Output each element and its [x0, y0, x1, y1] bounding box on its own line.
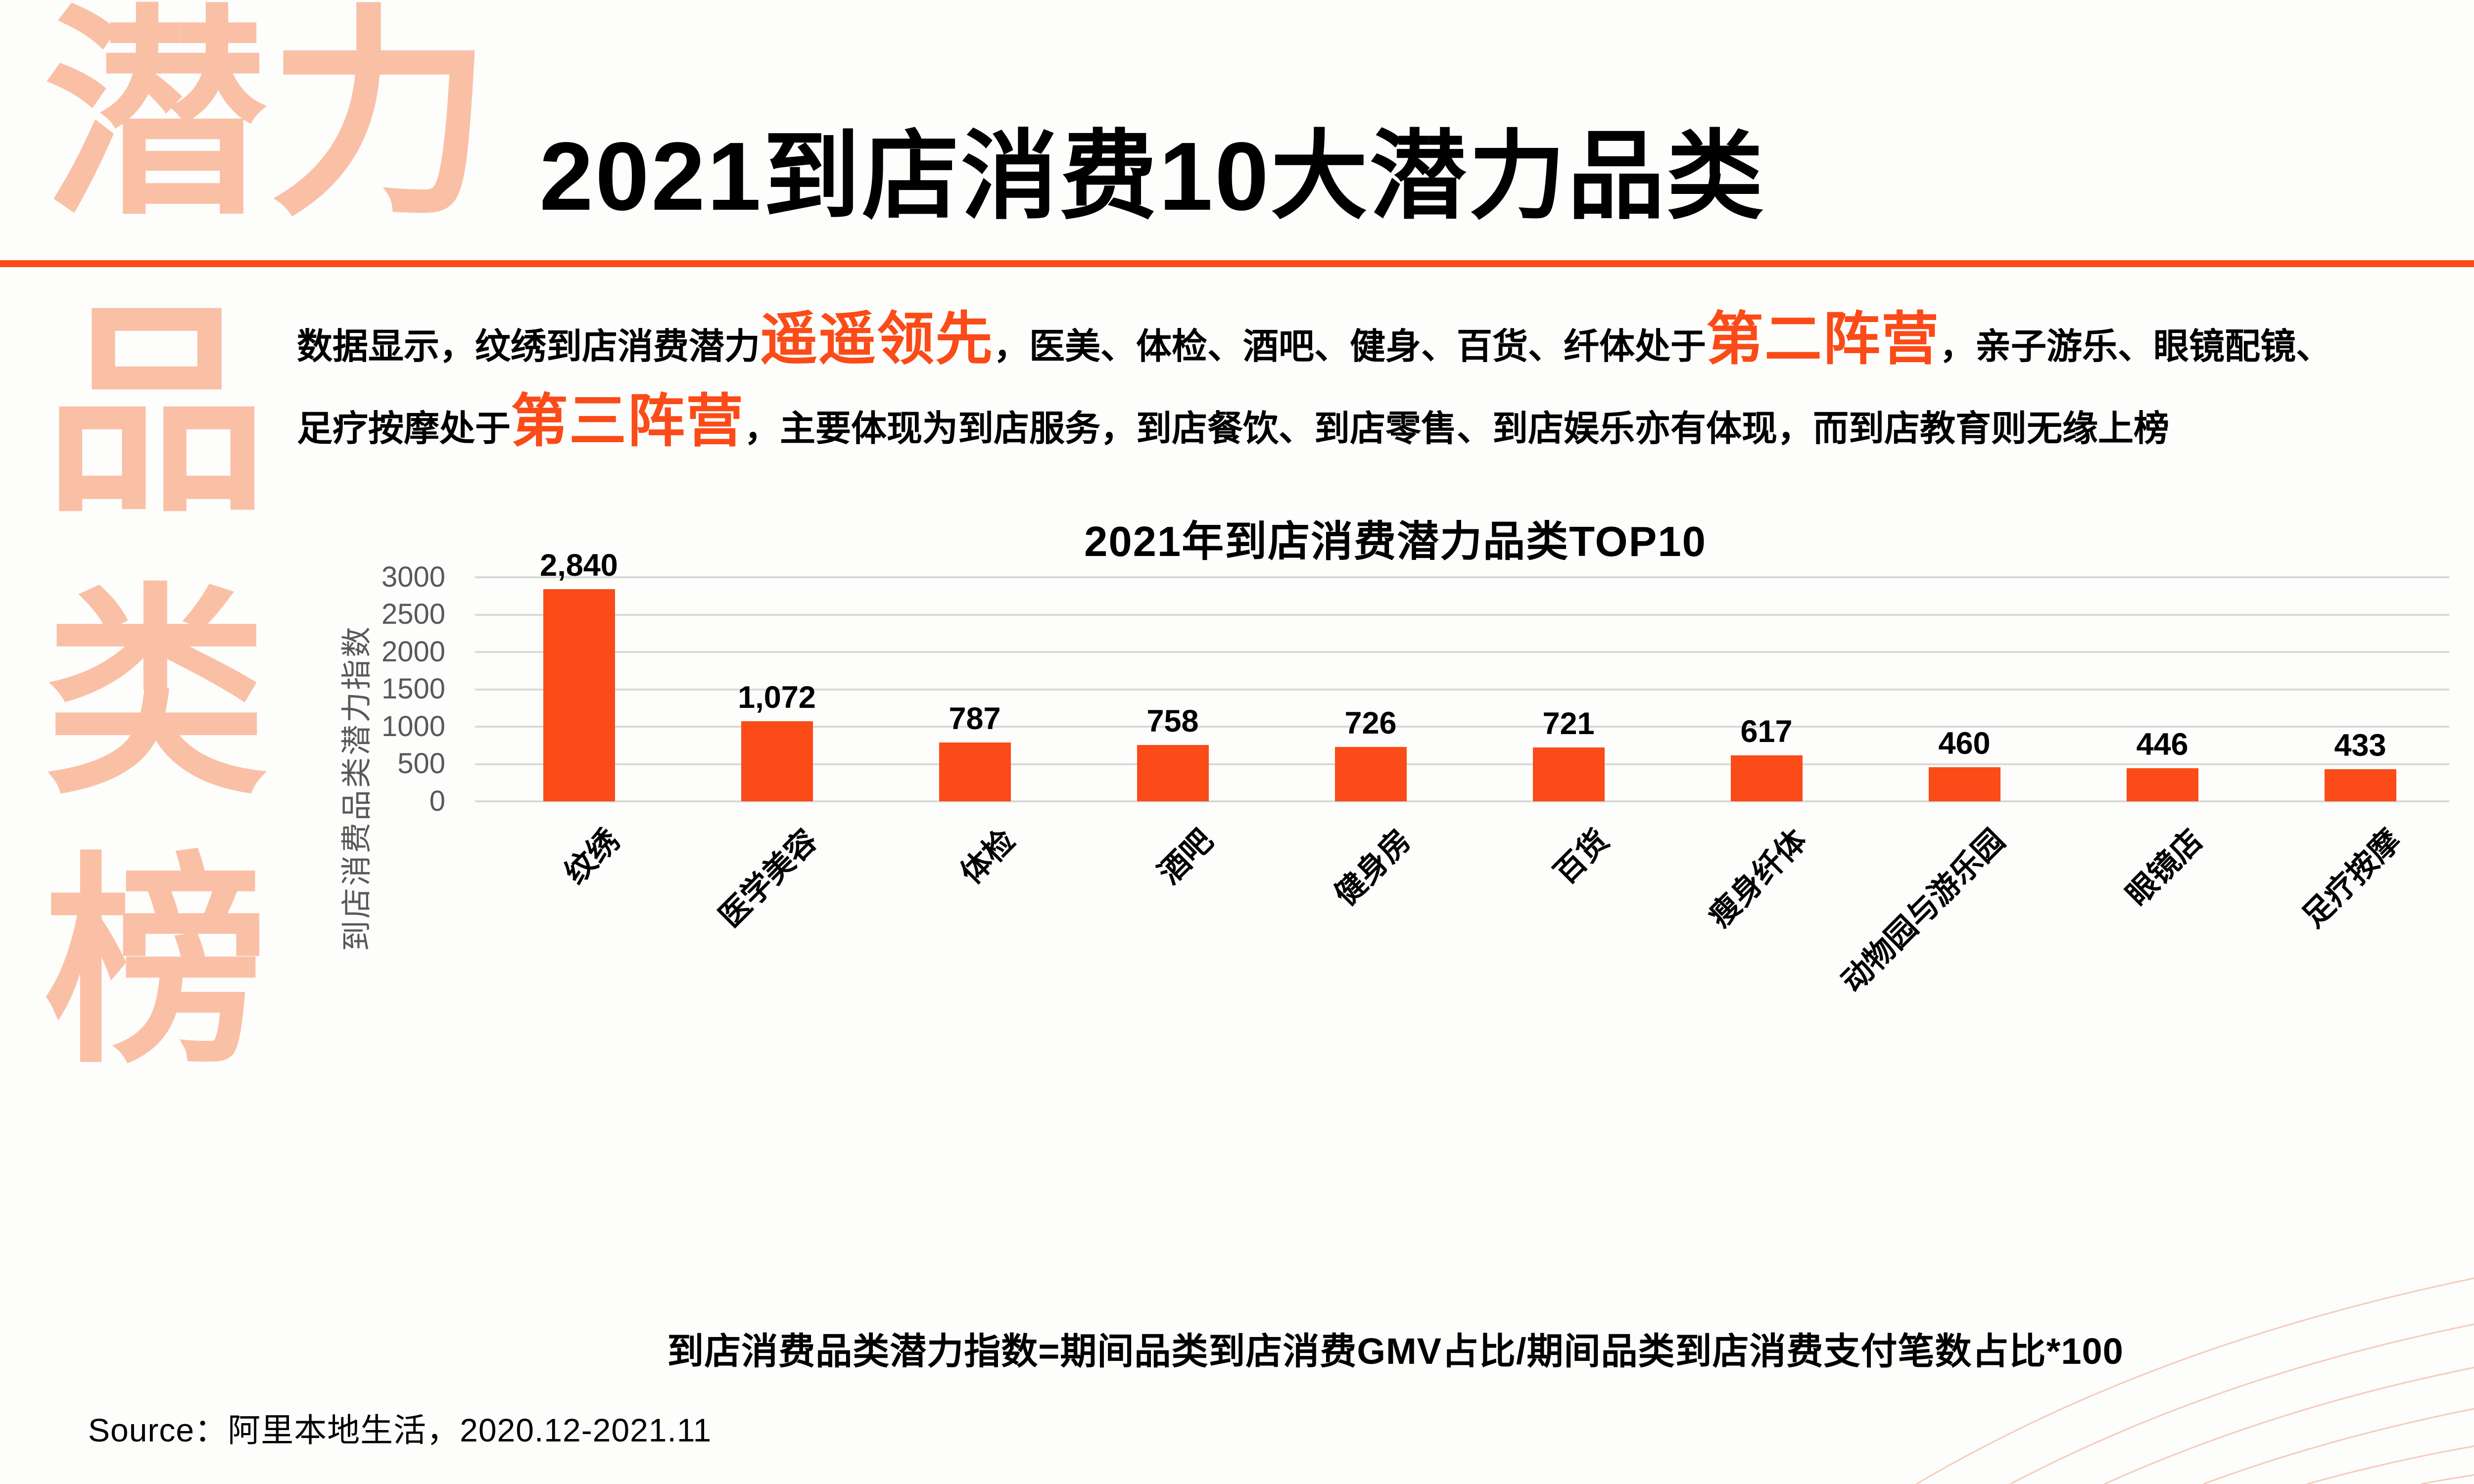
intro-line-1: 数据显示，纹绣到店消费潜力遥遥领先，医美、体检、酒吧、健身、百货、纤体处于第二阵… [297, 302, 2474, 384]
y-tick-1500: 1500 [381, 673, 445, 705]
watermark-char-lei: 类 [44, 569, 268, 819]
intro-accent-second-camp: 第二阵营 [1706, 307, 1940, 371]
bar-value-label: 721 [1542, 706, 1595, 742]
gridline-2000 [475, 651, 2449, 653]
gridline-1500 [475, 688, 2449, 691]
intro-text: 足疗按摩处于 [297, 409, 511, 449]
bar [939, 742, 1011, 801]
intro-accent-yaoyaolingxian: 遥遥领先 [760, 307, 994, 371]
bar [741, 721, 813, 801]
bar-group-dongwuyuan: 460 [1890, 727, 2039, 801]
intro-text: ，主要体现为到店服务，到店餐饮、到店零售、到店娱乐亦有体现，而到店教育则无缘上榜 [744, 409, 2170, 449]
intro-line-2: 足疗按摩处于第三阵营，主要体现为到店服务，到店餐饮、到店零售、到店娱乐亦有体现，… [297, 384, 2474, 466]
y-tick-2000: 2000 [381, 636, 445, 668]
y-tick-2500: 2500 [381, 598, 445, 630]
bar-value-label: 726 [1344, 706, 1397, 741]
bar-group-yixuemeirong: 1,072 [703, 681, 851, 801]
bar-group-shoushenxianti: 617 [1692, 715, 1841, 801]
bar-value-label: 758 [1146, 703, 1199, 739]
y-tick-500: 500 [397, 747, 445, 780]
bar-group-yanjingdian: 446 [2088, 728, 2236, 801]
gridline-2500 [475, 613, 2449, 616]
page-title: 2021到店消费10大潜力品类 [539, 122, 1766, 231]
bar [1730, 755, 1803, 801]
y-tick-1000: 1000 [381, 710, 445, 742]
bar-group-tijian: 787 [901, 702, 1049, 801]
intro-text: ，医美、体检、酒吧、健身、百货、纤体处于 [994, 327, 1707, 367]
bar-value-label: 1,072 [738, 680, 816, 715]
title-underline-divider [0, 260, 2474, 267]
watermark-char-pin: 品 [44, 287, 268, 537]
bar [2126, 768, 2198, 801]
bar-group-wenxiu: 2,840 [505, 549, 653, 801]
gridline-3000 [475, 576, 2449, 578]
bar [1928, 767, 2000, 801]
bar-group-jianshenfang: 726 [1296, 706, 1445, 801]
intro-text: 数据显示，纹绣到店消费潜力 [297, 327, 761, 367]
bar-value-label: 460 [1938, 726, 1991, 761]
chart-plot-area: 2,840 1,072 787 758 726 721 617 460 446 … [475, 549, 2449, 802]
decorative-arcs [1916, 1277, 2474, 1484]
bar-group-jiuba: 758 [1098, 704, 1247, 801]
x-axis-baseline [475, 800, 2449, 802]
bar-group-zuliaoanmo: 433 [2286, 729, 2434, 801]
bar-value-label: 446 [2136, 727, 2189, 762]
bar [1137, 744, 1209, 801]
gridline-500 [475, 763, 2449, 765]
gridline-1000 [475, 726, 2449, 728]
y-tick-0: 0 [429, 785, 445, 817]
watermark-char-bang: 榜 [44, 838, 268, 1088]
bar [543, 589, 615, 801]
intro-paragraph: 数据显示，纹绣到店消费潜力遥遥领先，医美、体检、酒吧、健身、百货、纤体处于第二阵… [297, 302, 2474, 466]
intro-accent-third-camp: 第三阵营 [511, 389, 745, 453]
bar-group-baihuo: 721 [1494, 707, 1643, 801]
bar [1532, 747, 1605, 801]
bar [2324, 769, 2396, 801]
y-tick-3000: 3000 [381, 561, 445, 593]
intro-text: ，亲子游乐、眼镜配镜、 [1940, 327, 2332, 367]
bar-value-label: 617 [1740, 714, 1793, 749]
index-formula-footnote: 到店消费品类潜力指数=期间品类到店消费GMV占比/期间品类到店消费支付笔数占比*… [667, 1331, 2124, 1372]
watermark-word-qianli: 潜力 [44, 0, 493, 240]
bar-value-label: 787 [949, 701, 1001, 737]
chart-title: 2021年到店消费潜力品类TOP10 [1084, 518, 1707, 565]
bar [1334, 747, 1407, 801]
source-note: Source：阿里本地生活，2020.12-2021.11 [88, 1412, 712, 1448]
bar-value-label: 433 [2334, 728, 2386, 763]
bar-value-label: 2,840 [540, 548, 618, 583]
